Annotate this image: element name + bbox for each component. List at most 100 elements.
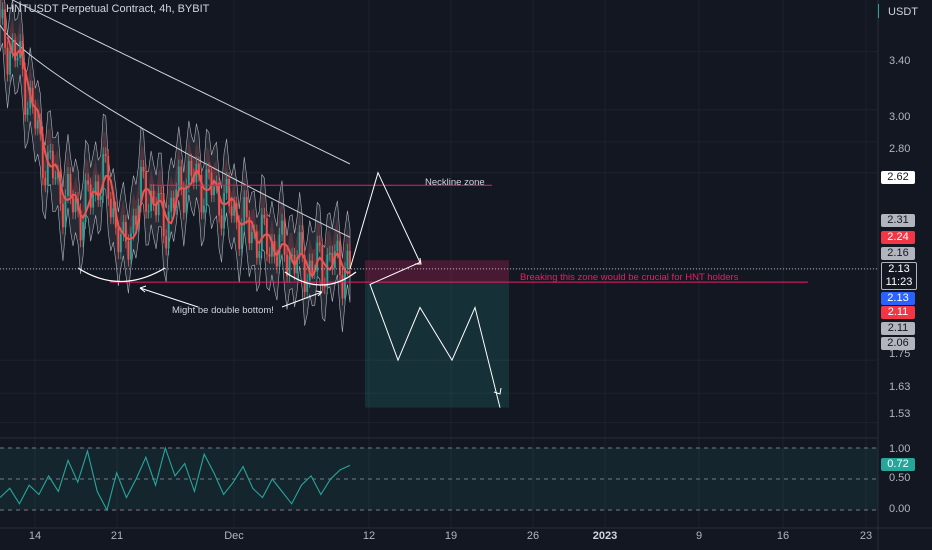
- candle-body: [6, 47, 9, 75]
- candle-body: [135, 215, 137, 225]
- candle-body: [336, 240, 339, 252]
- candle-body: [74, 198, 77, 213]
- candle-body: [79, 210, 82, 241]
- candle-body: [72, 197, 74, 213]
- projection-zone: [365, 282, 509, 408]
- candle-body: [203, 205, 205, 213]
- price-label-2-16: 2.16: [881, 247, 915, 260]
- annotation-arrows: [77, 257, 502, 395]
- arrowhead-2: [493, 387, 502, 395]
- candle-body: [291, 254, 293, 257]
- candle-body: [94, 181, 97, 195]
- currency-label[interactable]: USDT: [888, 6, 918, 18]
- candle-body: [84, 180, 87, 223]
- candle-body: [187, 160, 190, 186]
- candle-body: [296, 257, 299, 274]
- candle-body: [248, 217, 251, 244]
- osc-tick: 1.00: [889, 443, 911, 455]
- candle-body: [316, 242, 319, 272]
- candle-body: [230, 206, 233, 216]
- candle-body: [82, 222, 84, 241]
- candle-body: [281, 220, 283, 235]
- time-tick: 12: [362, 530, 376, 542]
- candle-body: [185, 185, 188, 213]
- candle-body: [36, 120, 39, 129]
- current-price-label: 2.13 11:23: [881, 262, 917, 290]
- candle-body: [127, 241, 130, 260]
- candle-body: [198, 163, 200, 175]
- candle-body: [59, 171, 62, 204]
- candle-body: [271, 241, 273, 257]
- candle-body: [323, 284, 326, 288]
- candle-body: [16, 58, 19, 61]
- candle-body: [150, 190, 152, 212]
- candle-body: [49, 150, 52, 153]
- candle-body: [243, 197, 246, 226]
- candle-body: [51, 150, 54, 178]
- moving-average-red: [6, 36, 351, 279]
- candle-body: [326, 254, 329, 288]
- arrowhead-1: [415, 257, 422, 265]
- candle-body: [104, 154, 107, 156]
- candle-body: [258, 251, 261, 258]
- candle-body: [97, 181, 100, 201]
- candle-body: [1, 9, 4, 18]
- candle-body: [245, 197, 248, 218]
- candle-body: [41, 133, 44, 178]
- candle-body: [331, 252, 334, 268]
- candle-body: [124, 221, 127, 242]
- candle-body: [152, 190, 155, 204]
- candle-body: [303, 255, 306, 292]
- candle-body: [167, 211, 170, 249]
- candle-body: [147, 211, 150, 213]
- candle-body: [117, 227, 120, 253]
- candle-body: [321, 245, 324, 285]
- osc-tick: 0.00: [889, 503, 911, 515]
- candle-body: [9, 51, 11, 75]
- candle-body: [225, 178, 228, 193]
- candle-body: [34, 106, 37, 129]
- candle-body: [165, 236, 168, 249]
- candle-body: [283, 220, 286, 255]
- price-tick: 2.80: [889, 143, 911, 155]
- candle-body: [157, 193, 160, 216]
- time-tick: 16: [776, 530, 790, 542]
- candle-body: [286, 254, 288, 276]
- candle-body: [218, 182, 220, 216]
- time-tick: 26: [526, 530, 540, 542]
- price-label-2-24: 2.24: [881, 231, 915, 244]
- oscillator-levels: [0, 447, 878, 511]
- price-label-2-62: 2.62: [881, 171, 915, 184]
- candle-body: [250, 232, 253, 244]
- candle-body: [349, 250, 351, 269]
- arrow-left: [139, 285, 199, 308]
- price-tick: 1.63: [889, 381, 911, 393]
- chart-title: HNTUSDT Perpetual Contract, 4h, BYBIT: [6, 3, 210, 15]
- time-tick: Dec: [224, 530, 244, 542]
- double-bottom-curve-right: [284, 271, 357, 286]
- neckline-annotation: Neckline zone: [425, 177, 485, 188]
- candle-body: [177, 166, 180, 190]
- candle-body: [276, 256, 278, 267]
- candle-body: [233, 203, 236, 216]
- time-tick: 9: [695, 530, 703, 542]
- time-tick-year: 2023: [592, 530, 618, 542]
- candle-body: [130, 233, 132, 260]
- breaking-zone-annotation: Breaking this zone would be crucial for …: [520, 272, 739, 283]
- candle-body: [31, 87, 34, 107]
- candle-body: [311, 260, 314, 273]
- candle-body: [341, 275, 344, 299]
- candle-body: [346, 250, 349, 270]
- price-tick: 1.53: [889, 408, 911, 420]
- bar-countdown: 11:23: [885, 276, 913, 288]
- price-tick: 3.40: [889, 55, 911, 67]
- candle-body: [306, 280, 309, 292]
- candle-body: [266, 218, 268, 255]
- candle-body: [190, 160, 193, 176]
- candle-body: [255, 231, 258, 258]
- currency-marker: [878, 4, 879, 18]
- double-bottom-curve-left: [77, 267, 166, 283]
- moving-average-upper: [11, 0, 351, 165]
- price-label-2-31: 2.31: [881, 214, 915, 227]
